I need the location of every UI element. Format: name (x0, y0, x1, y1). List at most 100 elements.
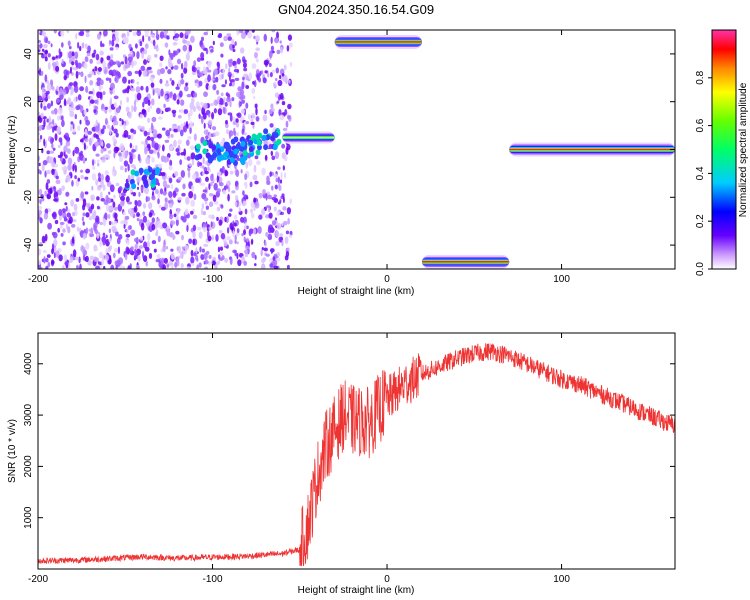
noise-cell (219, 98, 223, 105)
noise-cell (73, 67, 77, 70)
noise-cell (142, 251, 144, 259)
noise-cell (256, 116, 260, 122)
noise-cell (165, 140, 170, 143)
noise-cell (256, 160, 261, 165)
noise-cell (78, 94, 82, 100)
noise-cell (215, 234, 218, 242)
noise-cell (73, 150, 75, 156)
noise-cell (251, 252, 255, 258)
noise-cell (192, 67, 197, 73)
noise-cell (138, 69, 141, 77)
noise-cell (204, 171, 209, 175)
noise-cell (103, 65, 105, 72)
noise-cell (157, 254, 161, 259)
noise-cell (62, 241, 66, 245)
noise-cell (135, 43, 138, 48)
noise-cell (82, 217, 84, 222)
noise-cell (151, 122, 153, 130)
noise-cell (97, 163, 99, 167)
noise-cell (202, 172, 204, 176)
noise-cell (125, 216, 130, 220)
noise-cell (280, 47, 283, 54)
noise-cell (279, 75, 281, 79)
noise-cell (149, 77, 153, 81)
noise-cell (240, 47, 244, 53)
noise-cell (107, 198, 112, 204)
noise-cell (286, 251, 289, 257)
noise-cell (184, 61, 187, 69)
noise-blob (263, 128, 268, 134)
noise-cell (36, 40, 41, 43)
y-tick-label: 40 (23, 48, 34, 60)
noise-cell (93, 224, 96, 232)
y-tick-label: 4000 (23, 352, 34, 375)
noise-cell (264, 110, 266, 114)
noise-cell (109, 238, 112, 243)
y-tick-label: -20 (23, 190, 34, 205)
noise-cell (131, 246, 134, 250)
noise-cell (261, 168, 265, 176)
noise-cell (40, 113, 43, 118)
noise-cell (43, 138, 45, 146)
noise-cell (148, 36, 151, 41)
noise-cell (94, 66, 97, 71)
noise-cell (90, 256, 95, 261)
spectrogram-plot-area (36, 27, 675, 273)
noise-cell (226, 181, 231, 186)
noise-cell (244, 173, 247, 180)
noise-cell (205, 68, 208, 76)
noise-cell (250, 209, 253, 214)
noise-cell (205, 201, 208, 205)
noise-cell (61, 42, 64, 48)
noise-cell (253, 228, 256, 235)
noise-cell (215, 100, 218, 104)
noise-cell (151, 157, 155, 163)
noise-cell (141, 223, 145, 231)
noise-cell (116, 133, 119, 138)
noise-cell (229, 83, 232, 86)
noise-cell (153, 39, 156, 46)
noise-cell (131, 60, 133, 68)
noise-cell (50, 151, 55, 154)
noise-cell (154, 143, 159, 151)
noise-cell (103, 233, 106, 237)
noise-cell (120, 100, 122, 105)
noise-cell (134, 244, 137, 249)
y-tick-label: 2000 (23, 455, 34, 478)
noise-cell (242, 59, 246, 63)
noise-cell (162, 244, 165, 252)
noise-cell (47, 41, 50, 45)
noise-cell (255, 155, 259, 159)
noise-cell (165, 66, 167, 69)
noise-cell (109, 228, 111, 233)
noise-cell (63, 69, 68, 75)
noise-cell (147, 136, 151, 140)
noise-cell (122, 76, 127, 83)
noise-cell (197, 57, 201, 62)
noise-cell (57, 115, 60, 121)
noise-cell (109, 221, 112, 225)
noise-cell (171, 184, 173, 189)
noise-cell (221, 84, 225, 87)
noise-cell (193, 194, 196, 201)
noise-cell (99, 86, 104, 89)
noise-cell (71, 224, 75, 228)
noise-cell (85, 120, 90, 126)
noise-cell (165, 42, 169, 48)
noise-cell (115, 265, 118, 272)
noise-blob (274, 132, 279, 138)
noise-cell (123, 211, 126, 215)
noise-cell (225, 102, 228, 107)
noise-cell (99, 50, 104, 55)
noise-cell (55, 66, 59, 72)
noise-cell (186, 225, 188, 232)
noise-cell (64, 216, 67, 222)
noise-cell (185, 209, 189, 215)
noise-cell (237, 58, 241, 64)
noise-cell (125, 150, 128, 158)
noise-cell (62, 265, 65, 271)
noise-cell (241, 233, 243, 236)
noise-cell (100, 91, 102, 99)
noise-cell (125, 253, 128, 260)
noise-cell (214, 265, 217, 271)
